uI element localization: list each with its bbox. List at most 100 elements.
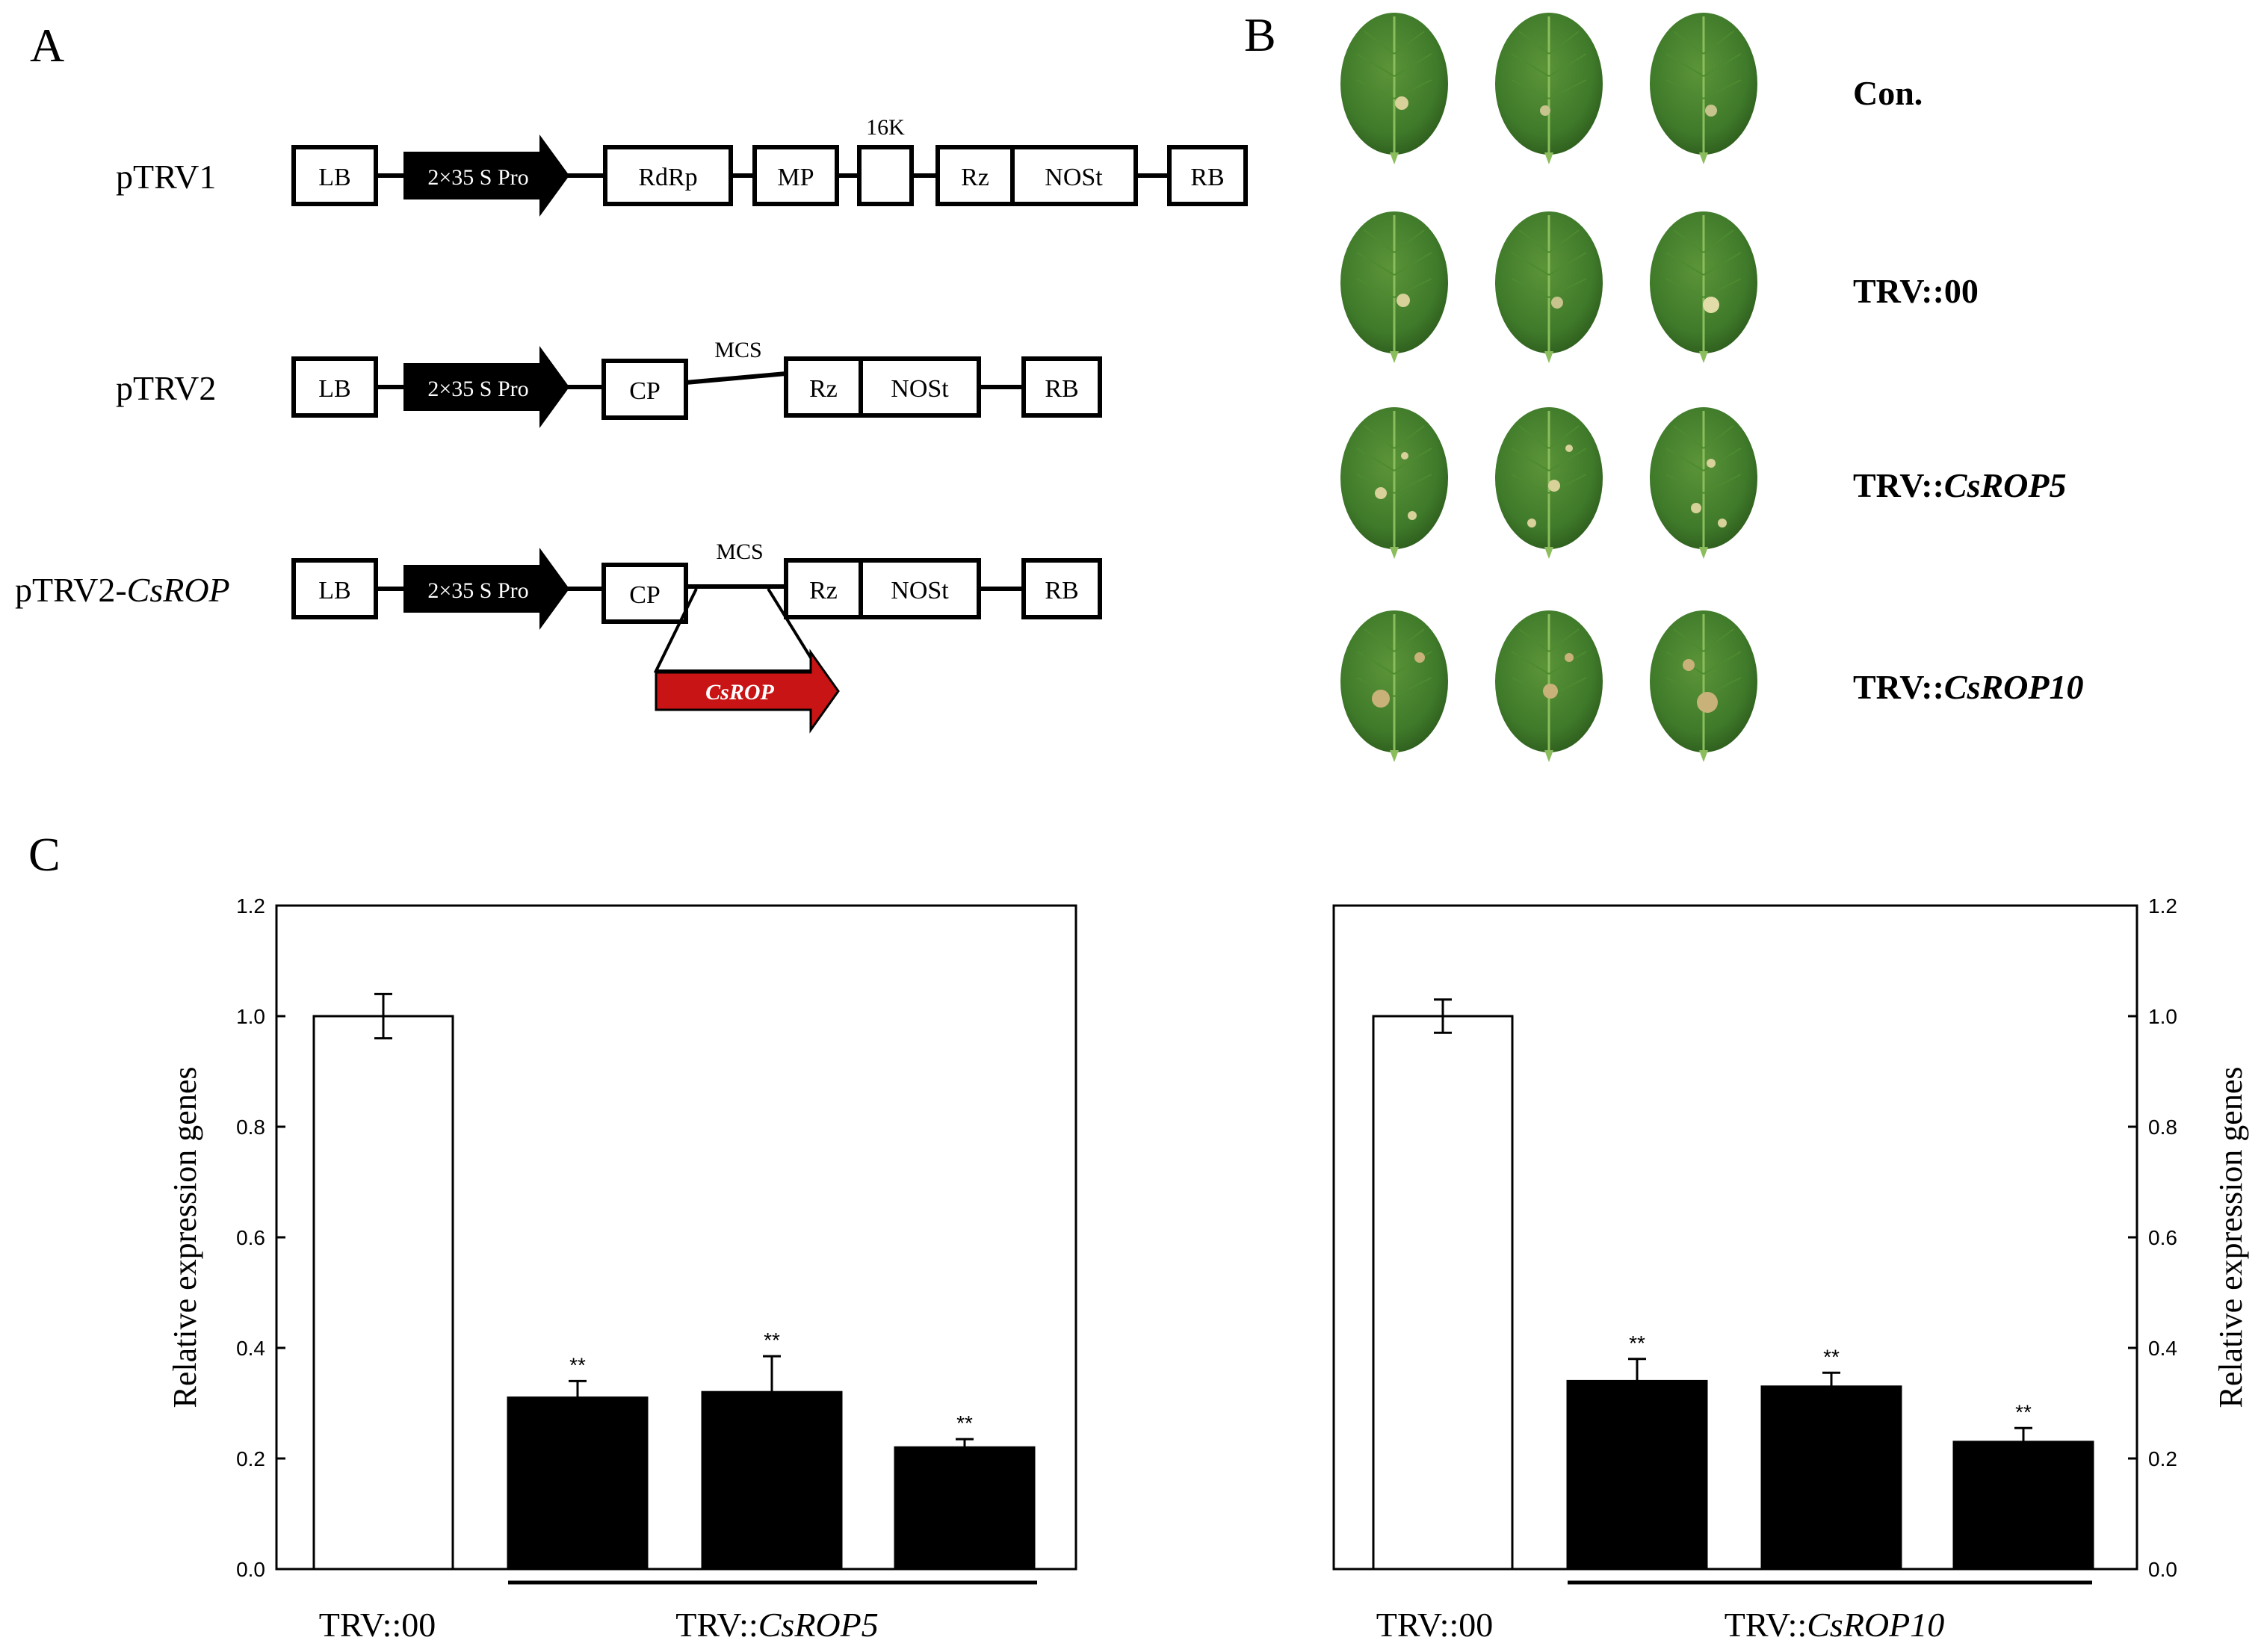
y-tick-label: 1.2 xyxy=(2148,894,2177,918)
control-category-label: TRV::00 xyxy=(1376,1606,1493,1644)
ptrv2-csrop-lb-box: LB xyxy=(291,558,378,619)
svg-text:Rz: Rz xyxy=(961,164,989,191)
svg-text:CsROP: CsROP xyxy=(705,680,774,705)
svg-text:RB: RB xyxy=(1045,577,1078,604)
lesion-spot xyxy=(1540,105,1550,116)
ptrv2-label: pTRV2 xyxy=(116,369,216,407)
svg-text:2×35 S Pro: 2×35 S Pro xyxy=(427,377,528,401)
svg-text:CP: CP xyxy=(629,581,661,609)
ptrv1-promoter-arrow: 2×35 S Pro xyxy=(403,134,569,217)
y-axis-label: Relative expression genes xyxy=(2212,1067,2249,1408)
svg-text:NOSt: NOSt xyxy=(1045,164,1103,191)
svg-text:RdRp: RdRp xyxy=(638,164,697,191)
leaf-row-trv00: TRV::00 xyxy=(1339,210,1979,365)
significance-label: ** xyxy=(956,1411,973,1435)
ptrv1-nost-box: NOSt xyxy=(1010,145,1138,206)
svg-text:Rz: Rz xyxy=(809,375,838,403)
ptrv2-rb-box: RB xyxy=(1021,356,1102,418)
svg-text:LB: LB xyxy=(318,164,350,191)
panel-c-letter: C xyxy=(28,828,61,881)
ptrv1-label: pTRV1 xyxy=(116,158,216,196)
ptrv2-csrop-promoter-arrow: 2×35 S Pro xyxy=(403,548,569,630)
ptrv1-rb-box: RB xyxy=(1167,145,1248,206)
bar xyxy=(1952,1441,2094,1571)
lesion-spot xyxy=(1705,105,1717,117)
lesion-spot xyxy=(1703,297,1719,313)
svg-text:Rz: Rz xyxy=(809,577,838,604)
insert-triangle xyxy=(653,587,822,672)
svg-text:LB: LB xyxy=(318,577,350,604)
significance-label: ** xyxy=(1629,1331,1645,1355)
ptrv1-rz-box: Rz xyxy=(935,145,1015,206)
y-axis-label: Relative expression genes xyxy=(167,1067,203,1408)
svg-text:2×35 S Pro: 2×35 S Pro xyxy=(427,165,528,190)
ptrv2-construct: pTRV2 LB 2×35 S Pro CP MCS Rz NOSt RB xyxy=(116,338,1102,428)
y-tick-label: 0.0 xyxy=(236,1558,265,1581)
y-tick-label: 0.4 xyxy=(2148,1337,2177,1360)
bar xyxy=(312,1015,454,1571)
leaf-row-label: Con. xyxy=(1853,74,1923,112)
y-tick-label: 1.0 xyxy=(236,1005,265,1028)
ptrv2-cp-box: CP xyxy=(601,359,688,420)
group-category-label: TRV::CsROP5 xyxy=(675,1606,878,1644)
bar xyxy=(507,1396,649,1571)
y-tick-label: 0.8 xyxy=(2148,1116,2177,1139)
significance-label: ** xyxy=(764,1328,780,1352)
ptrv2-csrop-mcs-label: MCS xyxy=(716,539,763,564)
bar xyxy=(894,1446,1036,1571)
leaf-row-label: TRV::CsROP10 xyxy=(1853,668,2084,706)
y-tick-label: 0.2 xyxy=(2148,1447,2177,1470)
panel-a-letter: A xyxy=(30,19,64,72)
control-category-label: TRV::00 xyxy=(319,1606,436,1644)
ptrv1-16k-box: 16K xyxy=(857,115,914,206)
svg-text:LB: LB xyxy=(318,375,350,403)
ptrv2-csrop-cp-box: CP xyxy=(601,563,688,624)
svg-text:2×35 S Pro: 2×35 S Pro xyxy=(427,578,528,603)
y-tick-label: 0.6 xyxy=(236,1226,265,1249)
svg-text:16K: 16K xyxy=(866,115,905,140)
ptrv1-rdrp-box: RdRp xyxy=(603,145,733,206)
group-category-label: TRV::CsROP10 xyxy=(1725,1606,1944,1644)
y-tick-label: 0.2 xyxy=(236,1447,265,1470)
leaf-row-label: TRV::CsROP5 xyxy=(1853,466,2067,504)
ptrv2-csrop-nost-box: NOSt xyxy=(859,558,981,619)
y-tick-label: 0.6 xyxy=(2148,1226,2177,1249)
significance-label: ** xyxy=(569,1353,586,1376)
ptrv2-csrop-label: pTRV2-CsROP xyxy=(15,571,230,609)
panel-a-construct-diagram: .bx { fill: #fff; stroke: #000; stroke-w… xyxy=(15,19,1248,734)
leaf-row-csrop10: TRV::CsROP10 xyxy=(1339,609,2084,764)
ptrv2-mcs-label: MCS xyxy=(714,338,761,362)
ptrv2-nost-box: NOSt xyxy=(859,356,981,418)
svg-text:RB: RB xyxy=(1190,164,1224,191)
significance-label: ** xyxy=(2015,1400,2032,1423)
ptrv2-promoter-arrow: 2×35 S Pro xyxy=(403,346,569,428)
panel-b-leaf-phenotypes: B Con. TRV::00 TRV::CsROP5 TRV::CsROP10 xyxy=(1244,8,2084,764)
y-tick-label: 1.0 xyxy=(2148,1005,2177,1028)
ptrv2-csrop-rz-box: Rz xyxy=(784,558,863,619)
bar xyxy=(1566,1379,1708,1571)
ptrv1-construct: pTRV1 LB 2×35 S Pro RdRp MP 16K Rz NOSt … xyxy=(116,115,1248,217)
leaf-row-con: Con. xyxy=(1339,11,1923,166)
chart-csrop5: 0.0 0.2 0.4 0.6 0.8 1.0 1.2 Relative expression… xyxy=(167,894,1077,1644)
lesion-spot xyxy=(1395,96,1408,110)
svg-text:MP: MP xyxy=(777,164,814,191)
ptrv2-lb-box: LB xyxy=(291,356,378,418)
bar xyxy=(1372,1015,1514,1571)
ptrv1-mp-box: MP xyxy=(752,145,839,206)
y-tick-label: 0.8 xyxy=(236,1116,265,1139)
y-tick-label: 1.2 xyxy=(236,894,265,918)
ptrv2-csrop-rb-box: RB xyxy=(1021,558,1102,619)
ptrv1-lb-box: LB xyxy=(291,145,378,206)
svg-text:RB: RB xyxy=(1045,375,1078,403)
panel-b-letter: B xyxy=(1244,8,1276,61)
bar xyxy=(1760,1385,1902,1571)
lesion-spot xyxy=(1396,294,1410,307)
chart-csrop10: 0.0 0.2 0.4 0.6 0.8 1.0 1.2 Relative expression… xyxy=(1332,894,2249,1644)
bar xyxy=(701,1390,843,1571)
leaf-row-csrop5: TRV::CsROP5 xyxy=(1339,406,2067,560)
ptrv2-csrop-construct: pTRV2-CsROP LB 2×35 S Pro CP MCS Rz NOSt… xyxy=(15,539,1102,734)
y-tick-label: 0.4 xyxy=(236,1337,265,1360)
lesion-spot xyxy=(1551,297,1563,309)
svg-text:NOSt: NOSt xyxy=(891,375,949,403)
y-tick-label: 0.0 xyxy=(2148,1558,2177,1581)
